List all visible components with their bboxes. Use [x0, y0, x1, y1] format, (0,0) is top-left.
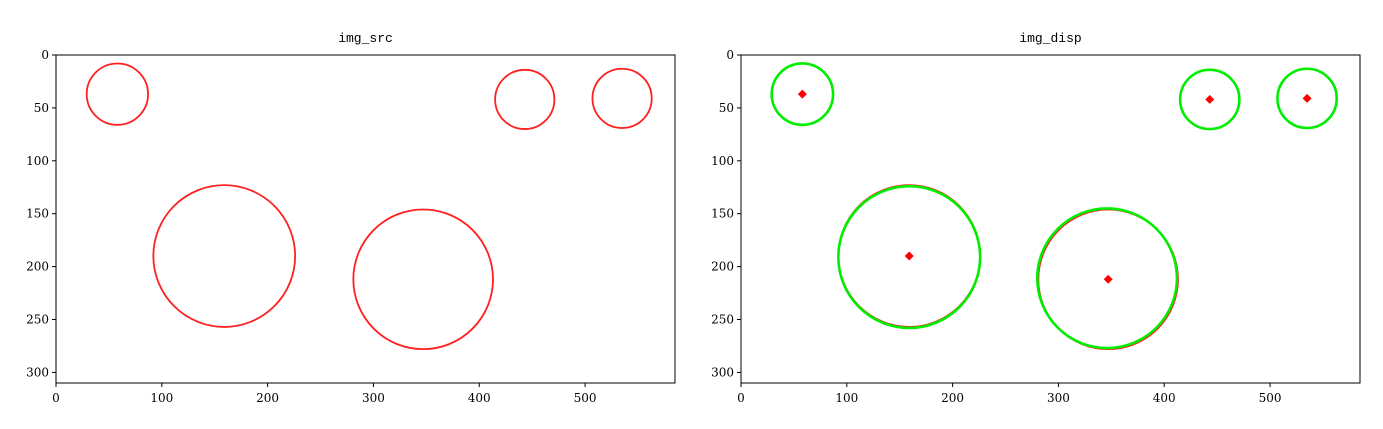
y-tick-label: 300	[711, 365, 734, 379]
y-tick-label: 0	[726, 48, 734, 62]
x-tick-label: 0	[737, 391, 745, 405]
circle	[591, 67, 653, 129]
x-tick-label: 500	[1259, 391, 1282, 405]
axes-frame	[740, 54, 1361, 384]
y-tick-label: 50	[34, 101, 49, 115]
circle	[1178, 68, 1241, 131]
y-tick-label: 250	[26, 313, 49, 327]
circle	[1276, 67, 1339, 130]
x-tick-label: 300	[362, 391, 385, 405]
y-tick-label: 100	[26, 154, 49, 168]
plot-area	[741, 55, 1360, 383]
circle	[494, 68, 556, 130]
y-tick-label: 300	[26, 365, 49, 379]
x-tick-label: 0	[52, 391, 60, 405]
x-tick-label: 300	[1047, 391, 1070, 405]
circle	[837, 184, 982, 330]
x-tick-label: 400	[1153, 391, 1176, 405]
x-tick-label: 100	[150, 391, 173, 405]
circle	[770, 62, 835, 127]
y-tick-label: 150	[711, 207, 734, 221]
axes-frame	[55, 54, 676, 384]
x-tick-label: 400	[468, 391, 491, 405]
chart-title: img_disp	[1019, 31, 1081, 46]
x-tick-label: 200	[256, 391, 279, 405]
chart-title: img_src	[338, 31, 393, 46]
y-tick-label: 200	[711, 260, 734, 274]
x-tick-label: 500	[574, 391, 597, 405]
y-tick-label: 50	[719, 101, 734, 115]
center-point	[1103, 274, 1113, 284]
y-tick-label: 200	[26, 260, 49, 274]
circle	[1035, 207, 1179, 350]
y-tick-label: 100	[711, 154, 734, 168]
x-tick-label: 200	[941, 391, 964, 405]
circle	[352, 208, 494, 351]
plot-area	[56, 55, 675, 383]
x-tick-label: 100	[835, 391, 858, 405]
y-tick-label: 150	[26, 207, 49, 221]
y-tick-label: 250	[711, 313, 734, 327]
y-tick-label: 0	[41, 48, 49, 62]
circle	[152, 184, 297, 328]
center-point	[797, 89, 807, 99]
circle	[85, 62, 149, 126]
